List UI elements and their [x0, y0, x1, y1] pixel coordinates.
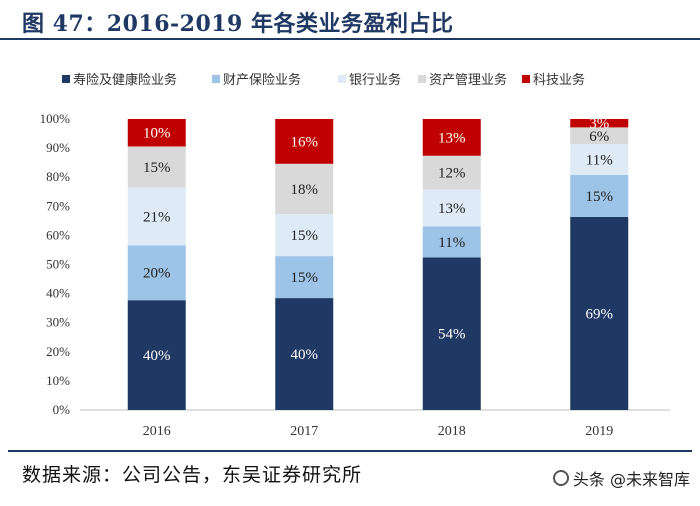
bar-segment-2018-0 — [422, 257, 481, 410]
y-tick-label: 30% — [46, 315, 70, 330]
data-label-2018-2: 13% — [438, 201, 466, 217]
bar-segment-2019-3 — [570, 127, 629, 145]
bar-segment-2019-1 — [570, 174, 629, 217]
data-label-2017-2: 15% — [291, 228, 319, 244]
data-label-2018-1: 11% — [438, 235, 465, 251]
x-tick-label: 2019 — [585, 424, 613, 439]
x-tick-label: 2018 — [438, 424, 466, 439]
footer-divider — [8, 450, 692, 452]
y-tick-label: 80% — [46, 169, 70, 184]
legend-swatch-3 — [418, 75, 426, 83]
bar-segment-2018-2 — [422, 189, 481, 227]
x-tick-label: 2017 — [290, 424, 318, 439]
stacked-bar-chart: 寿险及健康险业务 财产保险业务 银行业务 资产管理业务 科技业务 0% 10% 20% 30%… — [40, 72, 670, 439]
y-tick-label: 70% — [46, 198, 70, 213]
legend-swatch-1 — [212, 75, 220, 83]
legend-label-2: 银行业务 — [349, 72, 401, 88]
bar-segment-2017-1 — [275, 256, 334, 299]
legend-swatch-2 — [338, 75, 346, 83]
bar-segment-2017-4 — [275, 119, 334, 164]
y-tick-label: 20% — [46, 344, 70, 359]
y-axis-ticks: 0% 10% 20% 30% 40% 50% 60% 70% 80% 90% 100% — [40, 111, 71, 417]
y-tick-label: 10% — [46, 373, 70, 388]
data-label-2017-0: 40% — [291, 347, 319, 363]
y-tick-label: 90% — [46, 140, 70, 155]
bar-segment-2019-2 — [570, 144, 629, 175]
y-tick-label: 50% — [46, 257, 70, 272]
legend-label-1: 财产保险业务 — [223, 72, 301, 88]
chart-title: 图 47：2016-2019 年各类业务盈利占比 — [22, 11, 454, 37]
data-label-2018-3: 12% — [438, 166, 466, 182]
legend-label-4: 科技业务 — [533, 72, 585, 88]
watermark: 头条 @未来智库 — [552, 466, 690, 490]
data-label-2019-2: 11% — [586, 153, 613, 169]
data-label-2017-4: 16% — [291, 134, 319, 150]
bar-segment-2016-3 — [127, 146, 186, 188]
legend-swatch-0 — [62, 75, 70, 83]
data-label-2016-3: 15% — [143, 160, 171, 176]
y-tick-label: 40% — [46, 286, 70, 301]
bar-segment-2017-0 — [275, 298, 334, 410]
title-bar: 图 47：2016-2019 年各类业务盈利占比 — [0, 0, 700, 40]
data-label-2017-1: 15% — [291, 270, 319, 286]
y-tick-label: 100% — [40, 111, 71, 126]
data-label-2016-1: 20% — [143, 266, 171, 282]
bar-segment-2017-2 — [275, 214, 334, 257]
legend-label-0: 寿险及健康险业务 — [73, 72, 177, 88]
bar-segment-2016-4 — [127, 119, 186, 147]
data-label-2019-1: 15% — [586, 189, 614, 205]
bar-segment-2016-1 — [127, 245, 186, 301]
data-label-2017-3: 18% — [291, 182, 319, 198]
data-label-2019-3: 6% — [589, 129, 609, 145]
watermark-logo-icon — [552, 470, 569, 486]
bars: 40% 20% 21% 15% 10% 40% 15% 15% 18% 16% 54% 11% 13% 1… — [127, 116, 629, 410]
source-note: 数据来源：公司公告，东吴证券研究所 — [22, 464, 363, 486]
bar-segment-2016-0 — [127, 300, 186, 410]
bar-segment-2018-4 — [422, 119, 481, 156]
data-label-2016-4: 10% — [143, 126, 171, 142]
legend: 寿险及健康险业务 财产保险业务 银行业务 资产管理业务 科技业务 — [62, 72, 585, 88]
y-tick-label: 0% — [53, 402, 71, 417]
data-label-2016-0: 40% — [143, 348, 171, 364]
bar-segment-2019-0 — [570, 216, 629, 410]
watermark-text: 头条 @未来智库 — [572, 470, 690, 489]
x-axis-ticks: 2016 2017 2018 2019 — [143, 424, 614, 439]
bar-segment-2017-3 — [275, 163, 334, 215]
data-label-2016-2: 21% — [143, 209, 171, 225]
data-label-2019-4: 3% — [589, 116, 609, 132]
bar-segment-2018-1 — [422, 226, 481, 258]
legend-swatch-4 — [522, 75, 530, 83]
bar-segment-2016-2 — [127, 187, 186, 246]
data-label-2019-0: 69% — [586, 306, 614, 322]
data-label-2018-0: 54% — [438, 327, 466, 343]
bar-segment-2018-3 — [422, 155, 481, 190]
y-tick-label: 60% — [46, 227, 70, 242]
x-tick-label: 2016 — [143, 424, 171, 439]
bar-segment-2019-4 — [570, 119, 629, 128]
legend-label-3: 资产管理业务 — [429, 72, 507, 88]
data-label-2018-4: 13% — [438, 130, 466, 146]
